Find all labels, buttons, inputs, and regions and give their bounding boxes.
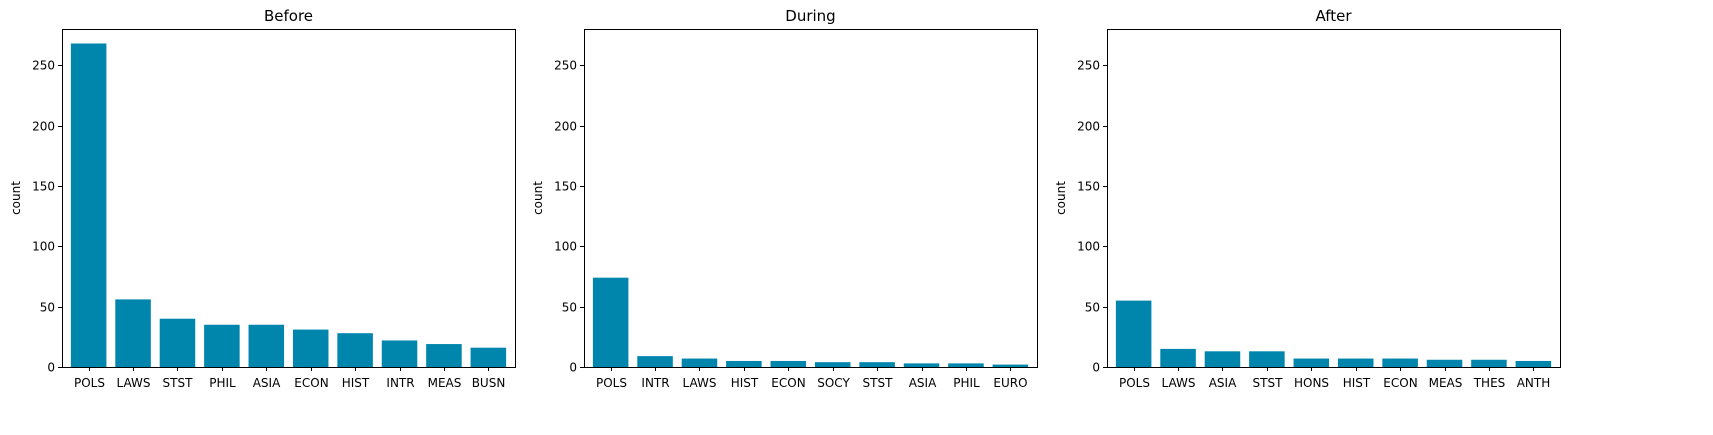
x-tick-label-asia: ASIA [253, 376, 281, 390]
chart-panel-after: 0 50 100 150 200 250 POLS LAWS ASIA STST HONS HIST E… [1054, 7, 1561, 390]
bar-asia [903, 363, 940, 367]
chart-panel-during: 0 50 100 150 200 250 POLS INTR LAWS HIST ECON SOCY S… [531, 7, 1038, 390]
y-tick-label: 200 [1077, 120, 1100, 134]
x-tick-label-econ: ECON [294, 376, 328, 390]
chart-panel-before: 0 50 100 150 200 250 POLS LAWS STST PHIL ASIA ECON H… [9, 7, 516, 390]
bar-asia [1204, 351, 1241, 367]
y-tick-label: 200 [554, 120, 577, 134]
x-tick-label-pols: POLS [74, 376, 105, 390]
x-tick-label-econ: ECON [771, 376, 805, 390]
x-tick-label-stst: STST [863, 376, 894, 390]
x-tick-label-hist: HIST [342, 376, 370, 390]
bar-phil [948, 363, 984, 367]
y-tick-label: 150 [32, 180, 55, 194]
bar-laws [115, 299, 151, 367]
y-tick-label: 0 [47, 361, 55, 375]
x-tick-label-econ: ECON [1383, 376, 1417, 390]
y-tick-label: 150 [1077, 180, 1100, 194]
bar-pols [1115, 300, 1152, 367]
x-tick-label-intr: INTR [641, 376, 669, 390]
bar-econ [1382, 358, 1418, 367]
x-tick-label-asia: ASIA [909, 376, 937, 390]
bar-phil [204, 324, 240, 367]
x-tick-label-asia: ASIA [1209, 376, 1237, 390]
bar-anth [1515, 360, 1552, 367]
plot-frame [62, 29, 516, 368]
y-tick-label: 50 [1085, 301, 1100, 315]
x-tick-label-euro: EURO [993, 376, 1027, 390]
bar-thes [1471, 359, 1507, 367]
bar-econ [770, 360, 807, 367]
x-tick-label-pols: POLS [1119, 376, 1150, 390]
bar-hist [1337, 358, 1374, 367]
x-tick-label-socy: SOCY [817, 376, 850, 390]
x-tick-label-stst: STST [163, 376, 194, 390]
x-tick-label-intr: INTR [386, 376, 414, 390]
y-tick-label: 250 [32, 59, 55, 73]
bar-stst [159, 318, 196, 367]
x-tick-label-hons: HONS [1294, 376, 1329, 390]
x-tick-label-laws: LAWS [1162, 376, 1196, 390]
chart-title: After [1315, 7, 1352, 25]
x-tick-label-laws: LAWS [683, 376, 717, 390]
bar-busn [470, 347, 507, 367]
bar-laws [1160, 348, 1196, 367]
bar-socy [814, 362, 851, 367]
bar-pols [70, 43, 107, 367]
bar-meas [426, 344, 462, 367]
x-tick-label-meas: MEAS [428, 376, 462, 390]
bar-pols [592, 277, 629, 367]
chart-title: During [785, 7, 835, 25]
bar-meas [1426, 359, 1463, 367]
x-tick-label-meas: MEAS [1429, 376, 1463, 390]
y-tick-label: 0 [1092, 361, 1100, 375]
y-tick-label: 50 [40, 301, 55, 315]
y-tick-label: 50 [562, 301, 577, 315]
y-tick-label: 150 [554, 180, 577, 194]
y-tick-label: 200 [32, 120, 55, 134]
bar-hist [726, 360, 762, 367]
y-axis-label: count [9, 181, 23, 215]
bar-intr [381, 340, 418, 367]
x-tick-label-phil: PHIL [953, 376, 980, 390]
y-axis-label: count [1054, 181, 1068, 215]
x-tick-label-hist: HIST [731, 376, 759, 390]
x-tick-label-anth: ANTH [1517, 376, 1551, 390]
bar-asia [248, 324, 285, 367]
plot-frame [584, 29, 1038, 368]
y-tick-label: 100 [32, 240, 55, 254]
x-tick-label-hist: HIST [1343, 376, 1371, 390]
x-tick-label-laws: LAWS [117, 376, 151, 390]
bar-laws [681, 358, 718, 367]
y-axis-label: count [531, 181, 545, 215]
x-tick-label-phil: PHIL [209, 376, 236, 390]
y-tick-label: 250 [554, 59, 577, 73]
x-tick-label-pols: POLS [596, 376, 627, 390]
bar-euro [992, 364, 1029, 367]
bar-econ [292, 329, 329, 367]
y-tick-label: 0 [569, 361, 577, 375]
y-tick-label: 100 [1077, 240, 1100, 254]
y-tick-label: 250 [1077, 59, 1100, 73]
bar-stst [859, 362, 895, 367]
chart-title: Before [264, 7, 313, 25]
x-tick-label-thes: THES [1473, 376, 1506, 390]
bar-intr [637, 356, 673, 367]
plot-frame [1107, 29, 1561, 368]
bar-hist [337, 333, 373, 367]
bar-hons [1293, 358, 1330, 367]
bar-stst [1249, 351, 1285, 367]
x-tick-label-busn: BUSN [472, 376, 506, 390]
y-tick-label: 100 [554, 240, 577, 254]
x-tick-label-stst: STST [1253, 376, 1284, 390]
